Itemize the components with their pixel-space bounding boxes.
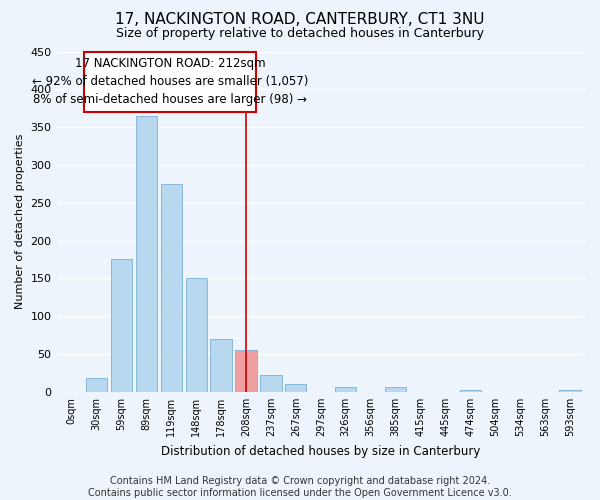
Bar	[161, 184, 182, 392]
FancyBboxPatch shape	[84, 52, 256, 112]
Bar	[235, 350, 257, 392]
Text: 17, NACKINGTON ROAD, CANTERBURY, CT1 3NU: 17, NACKINGTON ROAD, CANTERBURY, CT1 3NU	[115, 12, 485, 28]
Bar	[111, 259, 132, 392]
Text: Contains HM Land Registry data © Crown copyright and database right 2024.
Contai: Contains HM Land Registry data © Crown c…	[88, 476, 512, 498]
Bar	[260, 374, 281, 392]
Text: Size of property relative to detached houses in Canterbury: Size of property relative to detached ho…	[116, 28, 484, 40]
X-axis label: Distribution of detached houses by size in Canterbury: Distribution of detached houses by size …	[161, 444, 481, 458]
Bar	[285, 384, 307, 392]
Text: 17 NACKINGTON ROAD: 212sqm
← 92% of detached houses are smaller (1,057)
8% of se: 17 NACKINGTON ROAD: 212sqm ← 92% of deta…	[32, 58, 308, 106]
Bar	[385, 386, 406, 392]
Bar	[86, 378, 107, 392]
Y-axis label: Number of detached properties: Number of detached properties	[15, 134, 25, 310]
Bar	[559, 390, 581, 392]
Bar	[335, 388, 356, 392]
Bar	[185, 278, 207, 392]
Bar	[136, 116, 157, 392]
Bar	[211, 339, 232, 392]
Bar	[460, 390, 481, 392]
